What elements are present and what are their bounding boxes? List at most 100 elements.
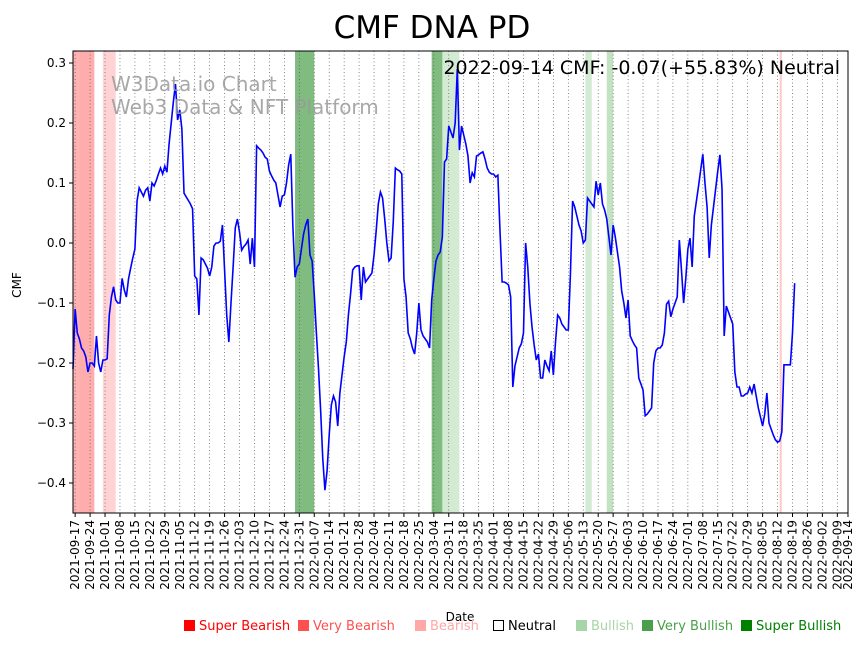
x-tick-label: 2022-06-03 (621, 520, 635, 590)
legend-label: Very Bullish (657, 619, 734, 634)
x-tick-label: 2021-11-26 (218, 520, 232, 590)
x-tick-label: 2022-07-01 (681, 520, 695, 590)
x-tick-label: 2022-05-20 (591, 520, 605, 590)
x-axis: 2021-09-17 2021-09-24 2021-10-01 2021-10-08… (68, 513, 855, 590)
legend-item-super-bearish: Super Bearish (184, 619, 290, 634)
watermark-line-1: W3Data.io Chart (111, 72, 277, 96)
x-tick-label: 2021-12-17 (262, 520, 276, 590)
band-bullish-6 (585, 51, 592, 513)
x-tick-label: 2022-02-11 (382, 520, 396, 590)
legend-label: Neutral (508, 619, 556, 634)
legend: Super Bearish Very Bearish Bearish Neutral B… (0, 619, 867, 641)
legend-swatch (576, 620, 587, 631)
legend-label: Super Bullish (756, 619, 842, 634)
x-tick-label: 2021-11-05 (173, 520, 187, 590)
x-tick-label: 2022-07-22 (726, 520, 740, 590)
legend-item-very-bearish: Very Bearish (298, 619, 395, 634)
x-tick-label: 2021-12-03 (233, 520, 247, 590)
y-tick-label: −0.1 (37, 296, 66, 310)
x-tick-label: 2022-02-18 (397, 520, 411, 590)
x-tick-label: 2022-09-14 (841, 520, 855, 590)
y-axis-label: CMF (10, 272, 24, 298)
band-super-bearish-0 (73, 51, 80, 513)
legend-swatch (741, 620, 752, 631)
x-tick-label: 2022-02-25 (412, 520, 426, 590)
band-bearish-8 (779, 51, 782, 513)
x-tick-label: 2022-01-28 (352, 520, 366, 590)
watermark-line-2: Web3 Data & NFT Platform (111, 95, 379, 119)
chart-title: CMF DNA PD (334, 10, 531, 46)
x-tick-label: 2021-10-01 (98, 520, 112, 590)
legend-item-neutral: Neutral (493, 619, 556, 634)
x-tick-label: 2022-04-08 (502, 520, 516, 590)
legend-swatch (298, 620, 309, 631)
x-tick-label: 2022-06-10 (636, 520, 650, 590)
x-tick-label: 2022-03-25 (472, 520, 486, 590)
x-tick-label: 2022-03-18 (457, 520, 471, 590)
x-tick-label: 2021-11-12 (188, 520, 202, 590)
x-tick-label: 2022-08-12 (771, 520, 785, 590)
x-tick-label: 2022-06-17 (651, 520, 665, 590)
x-tick-label: 2022-04-15 (516, 520, 530, 590)
legend-swatch (493, 620, 504, 631)
band-bearish-2 (102, 51, 116, 513)
chart-annotation: 2022-09-14 CMF: -0.07(+55.83%) Neutral (443, 57, 840, 79)
x-tick-label: 2022-03-04 (427, 520, 441, 590)
x-tick-label: 2021-11-19 (203, 520, 217, 590)
x-tick-label: 2022-07-29 (741, 520, 755, 590)
x-tick-label: 2021-10-08 (113, 520, 127, 590)
x-tick-label: 2021-12-31 (292, 520, 306, 590)
x-tick-label: 2022-01-07 (307, 520, 321, 590)
legend-label: Bearish (430, 619, 479, 634)
x-tick-label: 2022-04-29 (546, 520, 560, 590)
x-tick-label: 2021-10-29 (158, 520, 172, 590)
x-tick-label: 2022-02-04 (367, 520, 381, 590)
band-bullish-5 (442, 51, 460, 513)
x-tick-label: 2022-07-08 (696, 520, 710, 590)
x-tick-label: 2022-07-15 (711, 520, 725, 590)
x-tick-label: 2022-04-22 (531, 520, 545, 590)
x-tick-label: 2022-03-11 (442, 520, 456, 590)
legend-label: Super Bearish (199, 619, 291, 634)
y-tick-label: 0.1 (47, 176, 66, 190)
cmf-series-line (72, 68, 796, 491)
band-bullish-7 (606, 51, 614, 513)
x-tick-label: 2022-08-26 (800, 520, 814, 590)
legend-label: Very Bearish (313, 619, 395, 634)
x-tick-label: 2022-05-13 (576, 520, 590, 590)
x-tick-label: 2022-09-09 (830, 520, 844, 590)
x-tick-label: 2022-04-01 (487, 520, 501, 590)
x-tick-label: 2022-06-24 (666, 520, 680, 590)
legend-item-very-bullish: Very Bullish (642, 619, 733, 634)
vertical-gridlines (74, 51, 849, 513)
legend-swatch (415, 620, 426, 631)
x-tick-label: 2022-05-27 (606, 520, 620, 590)
x-tick-label: 2021-09-17 (68, 520, 82, 590)
legend-item-bullish: Bullish (576, 619, 634, 634)
y-tick-label: 0.0 (47, 236, 66, 250)
x-tick-label: 2022-01-14 (322, 520, 336, 590)
x-tick-label: 2021-10-22 (143, 520, 157, 590)
legend-label: Bullish (591, 619, 635, 634)
x-tick-label: 2021-10-15 (128, 520, 142, 590)
x-tick-label: 2021-09-24 (83, 520, 97, 590)
x-tick-label: 2022-08-05 (756, 520, 770, 590)
plot-frame (72, 50, 849, 514)
legend-item-bearish: Bearish (415, 619, 479, 634)
x-tick-label: 2021-12-10 (247, 520, 261, 590)
y-tick-label: −0.2 (37, 356, 66, 370)
band-very-bearish-1 (79, 51, 95, 513)
x-tick-label: 2022-05-06 (561, 520, 575, 590)
legend-swatch (642, 620, 653, 631)
y-tick-label: −0.3 (37, 416, 66, 430)
band-very-bullish-3 (295, 51, 315, 513)
y-tick-label: 0.2 (47, 116, 66, 130)
x-tick-label: 2021-12-24 (277, 520, 291, 590)
legend-swatch (184, 620, 195, 631)
signal-bands (73, 51, 782, 513)
band-very-bullish-4 (431, 51, 443, 513)
y-axis: −0.4 −0.3 −0.2 −0.1 0.0 0.1 0.2 0.3 (37, 56, 73, 490)
y-tick-label: −0.4 (37, 476, 66, 490)
x-tick-label: 2022-08-19 (785, 520, 799, 590)
